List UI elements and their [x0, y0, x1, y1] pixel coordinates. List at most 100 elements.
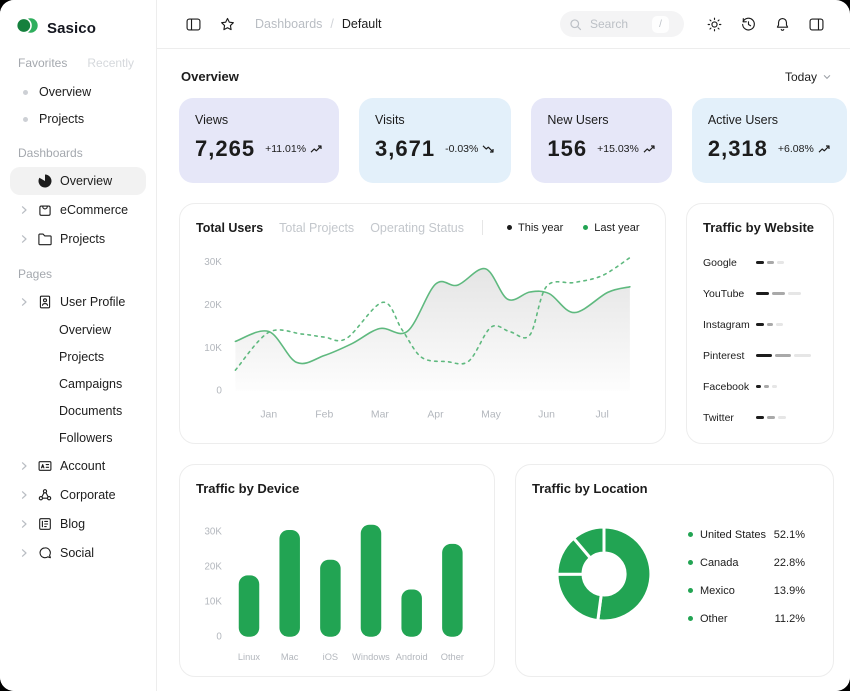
tab-recently[interactable]: Recently: [87, 56, 135, 70]
legend-this-year: This year: [507, 222, 563, 234]
header: Dashboards / Default /: [157, 0, 850, 49]
website-label: YouTube: [703, 287, 745, 300]
logo[interactable]: Sasico: [10, 12, 146, 52]
corporate-icon: [37, 487, 53, 503]
website-label: Twitter: [703, 411, 734, 424]
breadcrumb-section[interactable]: Dashboards: [255, 17, 323, 31]
stat-card-visits[interactable]: Visits 3,671 -0.03%: [359, 98, 512, 183]
trend-up-icon: [310, 144, 323, 154]
search-field[interactable]: [588, 16, 646, 32]
stat-label: Visits: [375, 113, 405, 127]
svg-text:30K: 30K: [205, 527, 223, 538]
location-name: Canada: [700, 556, 739, 569]
website-list: Google YouTube Instagram Pinterest Faceb…: [703, 247, 817, 433]
location-legend: United States 52.1% Canada 22.8% Mexico …: [688, 521, 811, 633]
location-percent: 52.1%: [773, 528, 805, 541]
stat-delta: +15.03%: [597, 143, 656, 155]
right-panel-toggle-icon[interactable]: [802, 10, 830, 38]
sidebar-item-overview[interactable]: Overview: [10, 167, 146, 195]
location-percent: 22.8%: [773, 556, 805, 569]
stat-value: 2,318: [707, 136, 768, 161]
traffic-by-device-chart: 0 10K 20K 30K Linux Mac iOS Windows Android Other: [196, 504, 480, 666]
sidebar-subitem-overview[interactable]: Overview: [59, 323, 112, 337]
svg-text:Feb: Feb: [315, 410, 333, 421]
tab-favorites[interactable]: Favorites: [18, 56, 68, 70]
sidebar-item-account[interactable]: Account: [10, 452, 146, 480]
location-percent: 11.2%: [774, 612, 805, 625]
svg-text:Android: Android: [396, 652, 428, 662]
donut-slice-other: [572, 525, 606, 560]
stat-delta: +6.08%: [778, 143, 831, 155]
divider: [482, 220, 483, 235]
tab-operating-status[interactable]: Operating Status: [370, 220, 464, 235]
location-row-united-states: United States 52.1%: [688, 521, 811, 549]
legend-last-year: Last year: [583, 222, 640, 234]
website-label: Instagram: [703, 318, 750, 331]
stat-card-new-users[interactable]: New Users 156 +15.03%: [531, 98, 672, 183]
donut-slice-united-states: [596, 525, 653, 623]
sidebar-item-blog[interactable]: Blog: [10, 510, 146, 538]
notifications-icon[interactable]: [768, 10, 796, 38]
sidebar-subitem-documents[interactable]: Documents: [59, 404, 123, 418]
stat-value: 156: [547, 136, 588, 161]
stat-card-views[interactable]: Views 7,265 +11.01%: [179, 98, 340, 183]
tab-total-projects[interactable]: Total Projects: [279, 220, 355, 235]
sidebar-item-user-profile[interactable]: User Profile: [10, 288, 146, 316]
folder-icon: [37, 231, 53, 247]
svg-text:0: 0: [216, 386, 222, 397]
svg-text:Windows: Windows: [352, 652, 390, 662]
svg-text:Mar: Mar: [371, 410, 389, 421]
website-bars: [756, 323, 783, 326]
search-input[interactable]: /: [560, 11, 684, 37]
website-bars: [756, 385, 777, 388]
traffic-by-location-card: Traffic by Location United States 52.1% …: [515, 464, 834, 677]
sidebar-subitem-campaigns[interactable]: Campaigns: [59, 377, 123, 391]
stat-label: Views: [195, 113, 229, 127]
stat-label: Active Users: [707, 113, 778, 127]
content: Overview Today Views 7,265 +11.01% Visit…: [157, 49, 850, 691]
tab-total-users[interactable]: Total Users: [196, 220, 264, 235]
legend-dot-icon: [688, 532, 693, 537]
account-card-icon: [37, 458, 53, 474]
location-row-canada: Canada 22.8%: [688, 549, 811, 577]
star-icon[interactable]: [213, 10, 241, 38]
trend-up-icon: [643, 144, 656, 154]
location-row-other: Other 11.2%: [688, 605, 811, 633]
device-card-title: Traffic by Device: [196, 481, 300, 496]
theme-toggle-icon[interactable]: [700, 10, 728, 38]
chevron-right-icon: [18, 460, 30, 472]
location-name: Other: [700, 612, 728, 625]
location-name: Mexico: [700, 584, 735, 597]
sidebar-item-ecommerce[interactable]: eCommerce: [10, 196, 146, 224]
legend-dot-icon: [507, 225, 512, 230]
sidebar-item-projects[interactable]: Projects: [10, 106, 146, 132]
stat-card-active-users[interactable]: Active Users 2,318 +6.08%: [691, 98, 847, 183]
svg-text:0: 0: [216, 632, 222, 643]
history-icon[interactable]: [734, 10, 762, 38]
sidebar-item-overview[interactable]: Overview: [10, 79, 146, 105]
location-card-title: Traffic by Location: [532, 481, 648, 496]
chevron-right-icon: [18, 233, 30, 245]
chevron-down-icon: [823, 74, 831, 79]
breadcrumb-current[interactable]: Default: [341, 17, 382, 31]
period-dropdown[interactable]: Today: [785, 70, 832, 84]
sidebar-subitem-projects[interactable]: Projects: [59, 350, 105, 364]
legend-dot-icon: [688, 560, 693, 565]
sidebar-item-projects[interactable]: Projects: [10, 225, 146, 253]
section-label-dashboards: Dashboards: [18, 146, 83, 160]
website-card-title: Traffic by Website: [703, 220, 815, 235]
section-label-pages: Pages: [18, 267, 53, 281]
period-value: Today: [784, 69, 817, 84]
website-bars: [756, 416, 786, 419]
sidebar-subitem-followers[interactable]: Followers: [59, 431, 113, 445]
total-users-card: Total Users Total Projects Operating Sta…: [179, 203, 666, 444]
chevron-right-icon: [18, 489, 30, 501]
sidebar-item-social[interactable]: Social: [10, 539, 146, 567]
svg-text:30K: 30K: [204, 257, 222, 268]
svg-text:10K: 10K: [204, 343, 222, 354]
website-row-google: Google: [703, 247, 817, 278]
main-area: Dashboards / Default /: [157, 0, 850, 691]
sidebar-item-corporate[interactable]: Corporate: [10, 481, 146, 509]
sidebar-toggle-icon[interactable]: [179, 10, 207, 38]
